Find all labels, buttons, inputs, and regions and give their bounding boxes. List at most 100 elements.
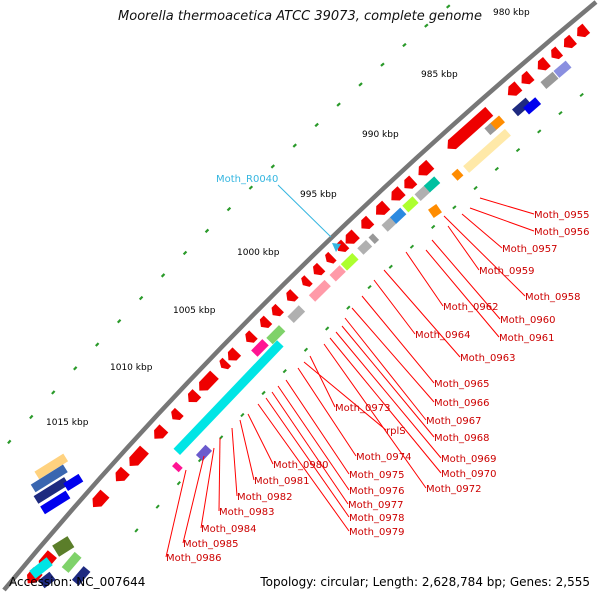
cog-box bbox=[308, 279, 331, 302]
gene-label: Moth_0974 bbox=[356, 452, 411, 463]
kbp-tick-layer bbox=[7, 4, 584, 533]
gene-label: Moth_0980 bbox=[273, 460, 328, 471]
gene-label-line bbox=[344, 317, 427, 421]
inner-tick bbox=[515, 148, 521, 153]
gene-label-line bbox=[271, 391, 349, 505]
gene-label-line bbox=[329, 337, 442, 474]
gene-label-line bbox=[469, 207, 535, 232]
kbp-tick bbox=[292, 143, 297, 148]
label-layer: 980 kbp 985 kbp 990 kbp 995 kbp 1000 kbp 1005… bbox=[46, 8, 589, 564]
label-line-layer bbox=[165, 184, 535, 558]
gene-arrow bbox=[418, 159, 435, 176]
gene-arrow bbox=[537, 56, 551, 71]
gene-arrow bbox=[521, 70, 535, 85]
gene-arrow bbox=[577, 23, 591, 38]
inner-tick bbox=[367, 284, 372, 290]
rna-label: Moth_R0040 bbox=[216, 174, 278, 185]
cog-box bbox=[381, 216, 397, 232]
gene-arrow bbox=[325, 251, 337, 264]
map-title: Moorella thermoacetica ATCC 39073, compl… bbox=[118, 9, 482, 24]
gene-label-line bbox=[341, 325, 435, 438]
inner-tick bbox=[537, 129, 542, 134]
kbp-tick bbox=[51, 390, 56, 395]
kbp-label: 1015 kbp bbox=[46, 418, 89, 428]
gene-label: Moth_0956 bbox=[534, 227, 589, 238]
kbp-tick bbox=[95, 342, 100, 347]
cog-box bbox=[38, 571, 56, 589]
gene-arrow bbox=[187, 389, 202, 403]
gene-label-line bbox=[265, 397, 350, 518]
kbp-tick bbox=[7, 439, 12, 445]
gene-label: Moth_0966 bbox=[434, 398, 489, 409]
kbp-label: 980 kbp bbox=[493, 8, 530, 18]
gene-arrow bbox=[154, 424, 169, 439]
inner-tick bbox=[134, 528, 139, 533]
cog-box bbox=[357, 239, 373, 255]
gene-label-line bbox=[335, 331, 442, 459]
gene-label-line bbox=[297, 367, 357, 457]
kbp-tick bbox=[29, 414, 34, 420]
gene-arrow bbox=[199, 370, 219, 391]
gene-label-line bbox=[218, 437, 221, 512]
cog-box bbox=[40, 490, 71, 515]
gene-arrow bbox=[259, 315, 273, 328]
inner-tick bbox=[579, 92, 584, 97]
cog-box bbox=[195, 444, 213, 462]
gene-label: Moth_0955 bbox=[534, 210, 589, 221]
inner-tick bbox=[303, 347, 309, 352]
cog-box bbox=[423, 176, 441, 193]
inner-tick bbox=[176, 481, 181, 486]
cog-box bbox=[451, 168, 464, 181]
gene-label: Moth_0957 bbox=[502, 244, 557, 255]
gene-label-line bbox=[373, 279, 416, 335]
gene-label-line bbox=[309, 355, 336, 408]
gene-label-line bbox=[361, 295, 435, 384]
gene-arrow bbox=[115, 466, 130, 482]
inner-tick bbox=[409, 244, 415, 249]
gene-label-line bbox=[447, 225, 480, 271]
cog-box bbox=[71, 566, 91, 586]
cog-box bbox=[266, 325, 286, 345]
gene-arrow bbox=[391, 186, 406, 201]
kbp-tick bbox=[424, 23, 429, 28]
gene-arrow bbox=[286, 289, 299, 302]
kbp-tick bbox=[73, 366, 78, 371]
cog-box bbox=[251, 339, 269, 357]
kbp-label: 1000 kbp bbox=[237, 248, 280, 258]
kbp-tick bbox=[204, 228, 210, 234]
gene-label: Moth_0986 bbox=[166, 553, 221, 564]
cog-box bbox=[523, 97, 542, 115]
kbp-tick bbox=[314, 122, 319, 128]
cog-box bbox=[63, 473, 84, 492]
gene-label-line bbox=[247, 413, 274, 465]
gene-label: Moth_0985 bbox=[183, 539, 238, 550]
gene-arrow bbox=[271, 303, 284, 317]
gene-label: Moth_0975 bbox=[349, 470, 404, 481]
inner-tick bbox=[452, 205, 457, 210]
inner-tick bbox=[325, 326, 330, 331]
gene-label: Moth_0959 bbox=[479, 266, 534, 277]
kbp-tick bbox=[358, 82, 363, 87]
gene-label-line bbox=[165, 469, 187, 558]
gene-arrow bbox=[447, 106, 494, 150]
gene-arrow bbox=[345, 229, 360, 244]
gene-label: Moth_0965 bbox=[434, 379, 489, 390]
kbp-label: 990 kbp bbox=[362, 130, 399, 140]
gene-arrow bbox=[92, 489, 110, 508]
gene-arrow bbox=[507, 81, 523, 96]
gene-arrow bbox=[563, 34, 577, 49]
gene-label: Moth_0973 bbox=[335, 403, 390, 414]
gene-label-line bbox=[461, 213, 503, 249]
gene-label-line bbox=[479, 197, 535, 215]
gene-label-line bbox=[182, 455, 205, 544]
cog-box bbox=[389, 207, 407, 224]
gene-label: Moth_0977 bbox=[348, 500, 403, 511]
gene-label-line bbox=[200, 447, 215, 529]
gene-label-line bbox=[443, 215, 526, 297]
gene-label-line bbox=[257, 403, 350, 532]
cog-box bbox=[553, 60, 572, 78]
gene-label: rplS bbox=[386, 426, 406, 437]
cog-box bbox=[368, 233, 380, 245]
